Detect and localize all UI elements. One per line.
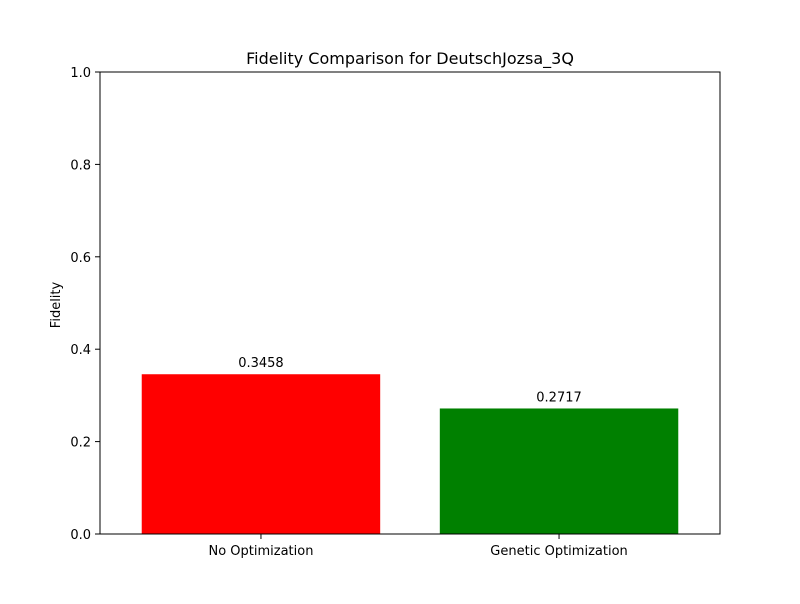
y-tick-label-2: 0.2 (70, 436, 91, 451)
y-axis-title: Fidelity (49, 281, 64, 328)
y-tick-label-5: 0.8 (70, 158, 91, 173)
bar-2 (439, 408, 679, 534)
y-tick-label-1: 0.0 (70, 528, 91, 543)
data-labels-layer: 0.3458 0.2717 (238, 356, 582, 405)
x-tick-label-2: Genetic Optimization (490, 544, 627, 559)
chart-title: Fidelity Comparison for DeutschJozsa_3Q (246, 49, 574, 69)
bar-1 (141, 374, 381, 534)
data-label-2: 0.2717 (536, 390, 582, 405)
bars-layer (141, 374, 679, 534)
data-label-1: 0.3458 (238, 356, 284, 371)
plot-frame (99, 71, 721, 535)
x-tick-label-1: No Optimization (208, 544, 313, 559)
y-tick-label-4: 0.6 (70, 251, 91, 266)
y-tick-label-3: 0.4 (70, 343, 91, 358)
x-axis-ticks: No Optimization Genetic Optimization (208, 534, 628, 559)
y-axis-ticks: 0.0 0.2 0.4 0.6 0.8 1.0 (70, 66, 100, 543)
y-tick-label-6: 1.0 (70, 66, 91, 81)
